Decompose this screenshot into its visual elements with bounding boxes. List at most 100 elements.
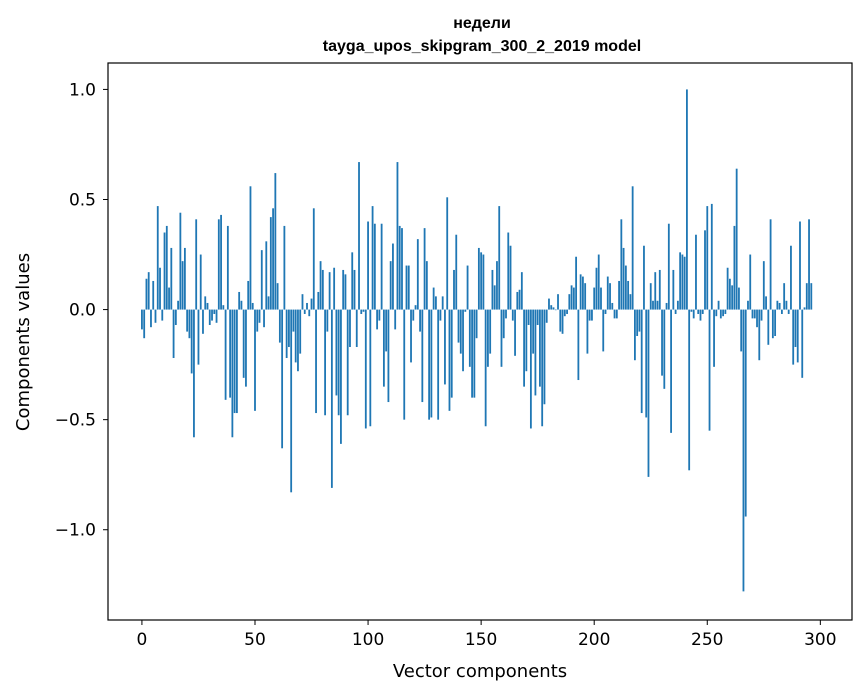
bar-160	[502, 309, 505, 339]
bar-44	[240, 300, 243, 310]
bar-255	[717, 300, 720, 310]
bar-76	[312, 208, 315, 310]
bar-88	[340, 309, 342, 444]
bar-81	[324, 309, 326, 416]
bar-23	[193, 309, 195, 438]
bar-60	[276, 283, 279, 310]
bar-273	[758, 309, 761, 361]
bar-161	[505, 309, 507, 319]
bar-167	[518, 289, 521, 310]
bar-230	[661, 309, 663, 376]
bar-142	[462, 309, 464, 372]
bar-259	[726, 267, 729, 310]
bar-29	[206, 302, 209, 310]
bar-8	[159, 267, 161, 310]
bar-286	[787, 309, 790, 314]
bar-92	[349, 309, 351, 348]
bar-197	[586, 309, 589, 354]
bar-21	[188, 309, 191, 339]
bar-80	[321, 269, 324, 310]
bar-129	[432, 287, 435, 310]
bar-32	[213, 309, 216, 314]
bar-202	[597, 254, 600, 310]
bar-183	[554, 309, 557, 311]
bar-261	[731, 285, 734, 310]
bar-0	[141, 309, 143, 330]
bar-275	[762, 261, 765, 310]
bar-18	[181, 261, 184, 310]
bar-28	[204, 296, 207, 310]
bar-237	[676, 300, 679, 310]
bar-99	[364, 309, 367, 429]
bar-14	[172, 309, 175, 359]
bar-115	[401, 228, 403, 310]
bar-173	[532, 309, 535, 354]
bar-70	[299, 309, 302, 354]
bar-196	[584, 283, 587, 310]
bar-69	[297, 309, 299, 372]
bar-143	[464, 309, 467, 312]
bar-192	[575, 256, 578, 310]
bar-55	[265, 241, 268, 310]
bar-268	[747, 300, 749, 310]
x-axis: 0 50 100 150 200 250 300	[137, 620, 837, 650]
bar-127	[428, 309, 431, 420]
bar-279	[771, 309, 774, 339]
bar-157	[496, 261, 498, 310]
bar-291	[799, 221, 801, 310]
bar-2	[145, 278, 148, 310]
y-axis: −1.0 −0.5 0.0 0.5 1.0	[55, 80, 108, 541]
bar-53	[260, 250, 263, 310]
bar-103	[373, 223, 376, 310]
bar-126	[425, 261, 428, 310]
bar-107	[382, 309, 385, 387]
bar-193	[577, 309, 580, 381]
bar-292	[801, 309, 804, 378]
bar-113	[396, 162, 399, 310]
bar-169	[523, 309, 525, 387]
bar-66	[290, 309, 293, 493]
bar-200	[593, 287, 596, 310]
bar-93	[351, 252, 354, 310]
bar-108	[385, 309, 388, 352]
bar-232	[665, 302, 668, 310]
bar-178	[543, 309, 546, 405]
bar-263	[735, 168, 738, 310]
bar-218	[634, 309, 636, 361]
bar-147	[473, 309, 476, 398]
bar-281	[776, 300, 779, 310]
bar-288	[792, 309, 795, 365]
x-tick-label: 150	[465, 630, 497, 650]
bar-258	[724, 309, 727, 314]
bar-132	[439, 309, 442, 321]
bar-280	[774, 309, 777, 336]
x-tick-label: 250	[691, 630, 723, 650]
bar-163	[509, 245, 512, 310]
bar-49	[251, 302, 254, 310]
bar-251	[708, 309, 711, 431]
bar-283	[780, 309, 783, 314]
bar-245	[695, 234, 697, 310]
bar-145	[468, 309, 471, 367]
bar-64	[285, 309, 288, 359]
bar-284	[783, 283, 786, 310]
bar-56	[267, 296, 270, 310]
bar-168	[520, 272, 523, 310]
bar-188	[566, 309, 568, 314]
bar-250	[706, 206, 709, 310]
bar-74	[308, 309, 311, 317]
bar-227	[654, 272, 657, 310]
bar-96	[358, 162, 360, 310]
bar-82	[326, 309, 329, 332]
bar-271	[753, 309, 756, 319]
bar-121	[414, 305, 417, 310]
bar-137	[450, 309, 453, 398]
bar-213	[622, 247, 625, 310]
bar-105	[378, 309, 381, 321]
bar-134	[444, 309, 446, 385]
bar-171	[527, 309, 530, 325]
bar-257	[722, 309, 725, 317]
bar-162	[507, 232, 510, 310]
plot-frame	[107, 62, 853, 621]
chart-title-line-2: tayga_upos_skipgram_300_2_2019 model	[323, 38, 641, 55]
